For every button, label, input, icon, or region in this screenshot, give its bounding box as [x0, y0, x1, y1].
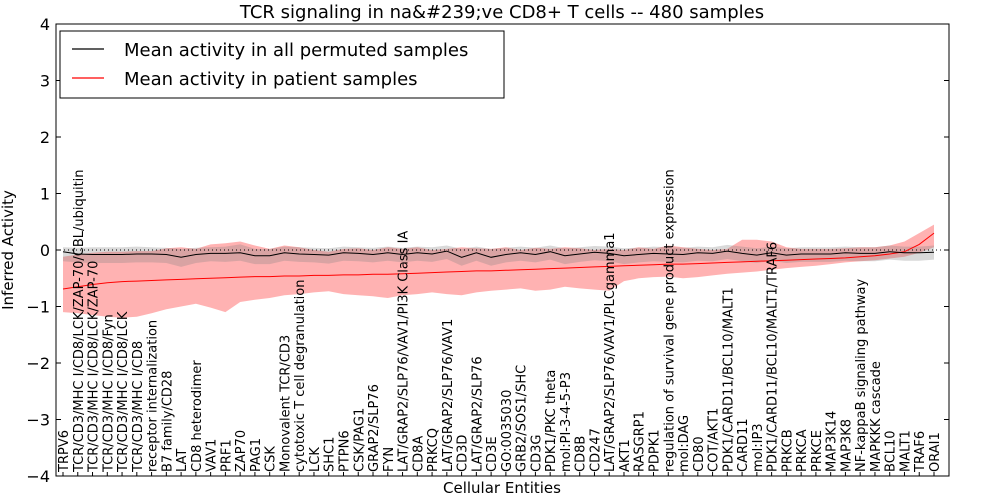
x-entity-label: cytotoxic T cell degranulation	[293, 280, 308, 472]
x-entity-label: CD3E	[485, 436, 500, 472]
x-entity-label: PTPN6	[338, 430, 353, 472]
x-entity-label: regulation of survival gene product expr…	[662, 169, 677, 472]
x-entity-label: TCR/CD3/MHC I/CD8/Fyn	[101, 314, 116, 473]
x-entity-label: GRB2/SOS1/SHC	[515, 365, 530, 472]
x-entity-label: PRKCE	[810, 430, 825, 472]
x-entity-label: CD80	[692, 436, 707, 472]
line-permuted	[62, 250, 935, 258]
x-entity-label: VAV1	[205, 439, 220, 472]
line-patient	[62, 232, 935, 290]
x-entity-label: LCK	[308, 447, 323, 472]
y-tick-label: 4	[40, 15, 50, 34]
y-axis: −4 −3 −2 −1 0 1 2 3 4	[26, 15, 949, 486]
x-entity-label: LAT	[175, 449, 190, 472]
x-entity-label: PAG1	[249, 438, 264, 472]
x-entity-label: GO:0035030	[500, 390, 515, 472]
x-entity-label: PRKCA	[795, 429, 810, 472]
x-entity-label: mol:DAG	[677, 415, 692, 472]
x-entity-label: TCR/CD3/MHC I/CD8/LCK/ZAP-70	[87, 261, 102, 473]
x-entity-label: FYN	[382, 447, 397, 472]
x-entity-label: MAP3K14	[825, 411, 840, 472]
band-patient	[63, 224, 934, 318]
x-entity-label: LAT/GRAP2/SLP76/VAV1/PI3K Class IA	[397, 231, 412, 472]
y-tick-label: 0	[40, 241, 50, 260]
x-entity-label: MAPKKK cascade	[869, 361, 884, 472]
chart-title: TCR signaling in na&#239;ve CD8+ T cells…	[239, 2, 764, 23]
x-entity-label: LAT/GRAP2/SLP76/VAV1/PLCgamma1	[603, 232, 618, 472]
legend-label-permuted: Mean activity in all permuted samples	[124, 40, 468, 61]
x-entity-label: PDPK1	[648, 430, 663, 473]
x-entity-label: NF-kappaB signaling pathway	[854, 278, 869, 472]
y-tick-label: −3	[26, 411, 50, 430]
y-axis-label: Inferred Activity	[0, 190, 17, 310]
x-entity-label: PRF1	[219, 439, 234, 472]
legend-label-patient: Mean activity in patient samples	[124, 69, 418, 90]
x-entity-label: TRAF6	[913, 431, 928, 473]
legend: Mean activity in all permuted samples Me…	[59, 30, 505, 99]
x-entity-label: PDK1/CARD11/BCL10/MALT1/TRAF6	[766, 242, 781, 472]
y-tick-label: −2	[26, 354, 50, 373]
x-entity-label: TCR/CD3/MHC I/CD8/LCK/ZAP-70/CBL/ubiquit…	[72, 169, 87, 473]
x-entity-label: COT/AKT1	[707, 408, 722, 472]
x-entity-label: SHC1	[323, 437, 338, 472]
legend-box	[59, 30, 505, 99]
x-axis-label: Cellular Entities	[443, 479, 561, 497]
x-entity-label: TCR/CD3/MHC I/CD8	[131, 341, 146, 473]
x-entity-label: CD8 heterodimer	[190, 360, 205, 472]
x-entity-label: Monovalent TCR/CD3	[278, 335, 293, 472]
x-entity-label: CD8A	[411, 436, 426, 472]
x-entity-label: CSK	[264, 446, 279, 472]
x-entity-label: GRAP2/SLP76	[367, 384, 382, 472]
x-entity-label: CD3D	[456, 435, 471, 472]
x-entity-label: CD247	[589, 428, 604, 472]
x-entity-label: TCR/CD3/MHC I/CD8/LCK	[116, 311, 131, 473]
x-entity-label: CD3G	[529, 435, 544, 472]
x-entity-label: CD8B	[574, 436, 589, 472]
x-entity-label: LAT/GRAP2/SLP76	[470, 356, 485, 472]
x-axis-entity-labels: TRPV6 TCR/CD3/MHC I/CD8/LCK/ZAP-70/CBL/ub…	[57, 169, 943, 476]
x-entity-label: LAT/GRAP2/SLP76/VAV1	[441, 319, 456, 472]
x-entity-label: CARD11	[736, 418, 751, 472]
x-entity-label: PRKCQ	[426, 428, 441, 472]
x-entity-label: CSK/PAG1	[352, 408, 367, 472]
x-entity-label: MAP3K8	[839, 419, 854, 472]
x-entity-label: mol:IP3	[751, 423, 766, 472]
x-entity-label: TRPV6	[57, 430, 72, 473]
x-entity-label: ORAI1	[928, 432, 943, 472]
x-entity-label: RASGRP1	[633, 411, 648, 472]
x-entity-label: receptor internalization	[146, 320, 161, 472]
y-tick-label: −4	[26, 467, 50, 486]
x-entity-label: PDK1/CARD11/BCL10/MALT1	[721, 287, 736, 472]
x-entity-label: B7 family/CD28	[160, 371, 175, 472]
x-entity-label: AKT1	[618, 439, 633, 472]
x-entity-label: ZAP70	[234, 430, 249, 472]
y-tick-label: 2	[40, 128, 50, 147]
y-tick-label: 1	[40, 185, 50, 204]
x-entity-label: PDK1/PKC theta	[544, 370, 559, 472]
x-entity-label: mol:PI-3-4-5-P3	[559, 372, 574, 472]
x-entity-label: PRKCB	[780, 429, 795, 472]
y-tick-label: 3	[40, 72, 50, 91]
x-entity-label: MALT1	[899, 430, 914, 472]
x-entity-label: BCL10	[884, 430, 899, 472]
plot-layer	[56, 224, 949, 318]
y-tick-label: −1	[26, 298, 50, 317]
